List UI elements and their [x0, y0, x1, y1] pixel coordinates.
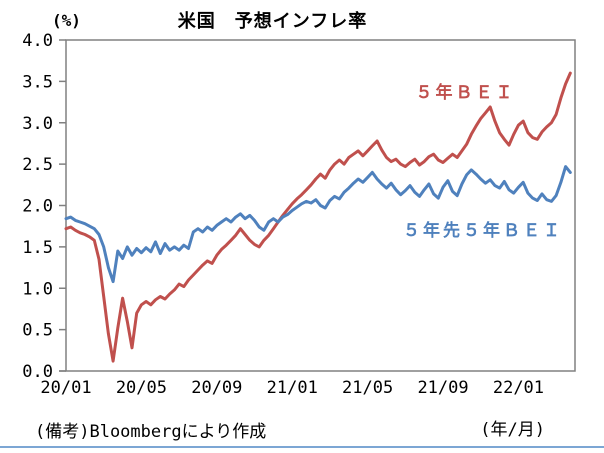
x-tick-label: 21/09 — [417, 378, 468, 398]
y-tick-label: 4.0 — [22, 31, 53, 51]
y-tick-label: 3.5 — [22, 72, 53, 92]
x-axis-unit-label: (年/月) — [480, 420, 545, 440]
source-note: (備考)Bloombergにより作成 — [35, 422, 267, 442]
y-tick-label: 2.0 — [22, 197, 53, 217]
y-tick-label: 3.0 — [22, 114, 53, 134]
y-tick-label: 2.5 — [22, 155, 53, 175]
series-line-0 — [64, 71, 572, 363]
x-tick-label: 21/05 — [342, 378, 393, 398]
y-tick-label: 0.5 — [22, 321, 53, 341]
chart-title: 米国 予想インフレ率 — [177, 11, 368, 32]
series-label-5y-forward-5y-bei: ５年先５年ＢＥＩ — [403, 221, 563, 241]
x-tick-label: 22/01 — [493, 378, 544, 398]
series-label-5y-bei: ５年ＢＥＩ — [415, 83, 516, 103]
x-tick-label: 20/01 — [40, 378, 91, 398]
y-tick-label: 1.0 — [22, 279, 53, 299]
x-tick-label: 20/09 — [191, 378, 242, 398]
y-tick-label: 0.0 — [22, 362, 53, 382]
bottom-divider-line — [0, 446, 604, 448]
series-line-1 — [64, 165, 572, 284]
y-tick-label: 1.5 — [22, 238, 53, 258]
x-tick-label: 21/01 — [267, 378, 318, 398]
x-tick-label: 20/05 — [116, 378, 167, 398]
y-axis-unit-label: (%) — [52, 11, 81, 30]
